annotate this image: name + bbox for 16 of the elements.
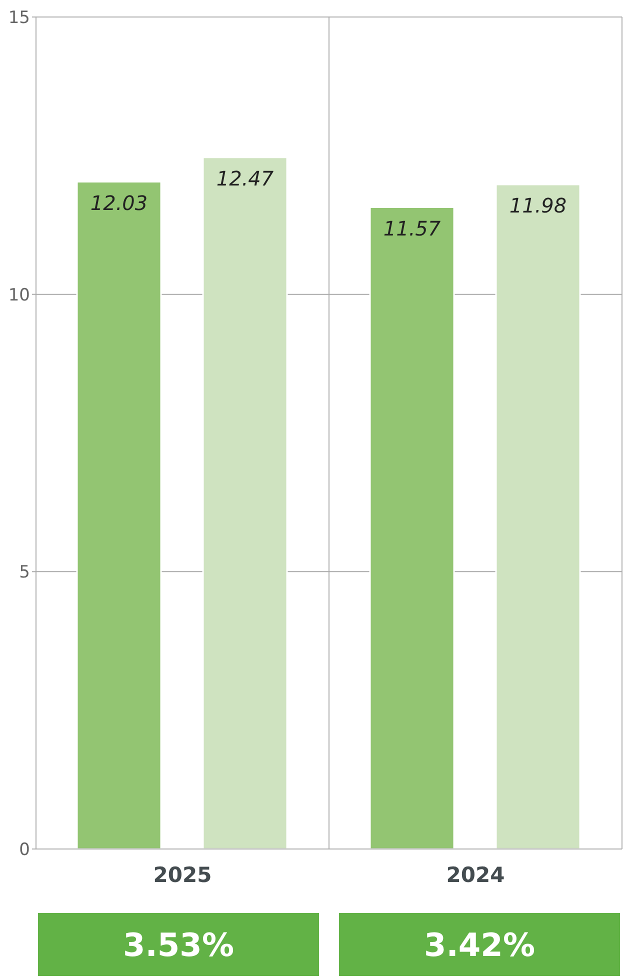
y-tick-label: 10 — [8, 285, 30, 306]
data-label: 12.47 — [216, 166, 274, 191]
y-tick-label: 0 — [19, 840, 30, 860]
percent-box: 3.53% — [38, 913, 319, 976]
x-tick-label: 2025 — [153, 862, 212, 887]
bar — [202, 156, 288, 849]
data-label: 12.03 — [90, 190, 148, 215]
y-tick-label: 5 — [19, 562, 30, 583]
bar — [495, 184, 581, 849]
percent-box: 3.42% — [339, 913, 620, 976]
x-tick-label: 2024 — [446, 862, 505, 887]
bar — [369, 206, 455, 849]
data-label: 11.57 — [383, 216, 441, 240]
y-tick-label: 15 — [8, 8, 30, 28]
bar — [76, 180, 162, 849]
data-label: 11.98 — [509, 194, 567, 218]
